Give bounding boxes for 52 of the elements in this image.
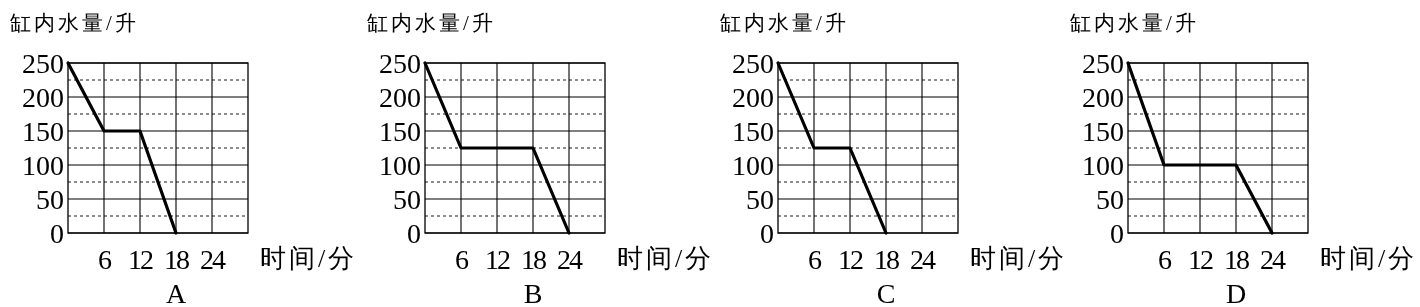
x-tick-label: 12 bbox=[838, 244, 863, 275]
y-tick-label: 150 bbox=[22, 116, 64, 147]
y-tick-label: 200 bbox=[732, 82, 774, 113]
y-tick-label: 0 bbox=[407, 218, 421, 249]
y-tick-label: 0 bbox=[1110, 218, 1124, 249]
y-tick-label: 250 bbox=[22, 48, 64, 79]
y-tick-label: 50 bbox=[36, 184, 64, 215]
y-tick-label: 150 bbox=[1082, 116, 1124, 147]
y-tick-label: 50 bbox=[1096, 184, 1124, 215]
y-tick-label: 250 bbox=[379, 48, 421, 79]
x-tick-label: 18 bbox=[1224, 244, 1249, 275]
x-tick-label: 24 bbox=[1260, 244, 1286, 275]
x-axis-title: 时间/分 bbox=[1320, 244, 1418, 273]
y-tick-label: 100 bbox=[1082, 150, 1124, 181]
y-tick-label: 250 bbox=[732, 48, 774, 79]
x-tick-label: 6 bbox=[455, 244, 469, 275]
y-tick-label: 0 bbox=[760, 218, 774, 249]
text: B bbox=[523, 278, 543, 307]
y-axis-title: 缸内水量/升 bbox=[1070, 11, 1199, 35]
x-tick-label: 12 bbox=[485, 244, 510, 275]
x-axis-title: 时间/分 bbox=[260, 244, 358, 273]
y-tick-label: 250 bbox=[1082, 48, 1124, 79]
text: A bbox=[165, 278, 187, 307]
y-axis-title: 缸内水量/升 bbox=[720, 11, 849, 35]
y-tick-label: 200 bbox=[379, 82, 421, 113]
y-axis-title: 缸内水量/升 bbox=[10, 11, 139, 35]
y-tick-label: 150 bbox=[732, 116, 774, 147]
y-tick-label: 150 bbox=[379, 116, 421, 147]
x-axis-title: 时间/分 bbox=[617, 244, 715, 273]
x-axis-title: 时间/分 bbox=[970, 244, 1068, 273]
x-tick-label: 18 bbox=[874, 244, 899, 275]
y-tick-label: 200 bbox=[1082, 82, 1124, 113]
x-tick-label: 24 bbox=[200, 244, 226, 275]
x-tick-label: 6 bbox=[808, 244, 822, 275]
text: D bbox=[1225, 278, 1247, 307]
text: C bbox=[876, 278, 896, 307]
y-tick-label: 200 bbox=[22, 82, 64, 113]
y-tick-label: 0 bbox=[50, 218, 64, 249]
y-tick-label: 100 bbox=[22, 150, 64, 181]
x-tick-label: 18 bbox=[521, 244, 546, 275]
y-tick-label: 100 bbox=[379, 150, 421, 181]
x-tick-label: 18 bbox=[164, 244, 189, 275]
y-axis-title: 缸内水量/升 bbox=[367, 11, 496, 35]
y-tick-label: 50 bbox=[746, 184, 774, 215]
y-tick-label: 50 bbox=[393, 184, 421, 215]
x-tick-label: 24 bbox=[910, 244, 936, 275]
x-tick-label: 6 bbox=[1158, 244, 1172, 275]
x-tick-label: 12 bbox=[1188, 244, 1213, 275]
x-tick-label: 12 bbox=[128, 244, 153, 275]
x-tick-label: 6 bbox=[98, 244, 112, 275]
x-tick-label: 24 bbox=[557, 244, 583, 275]
y-tick-label: 100 bbox=[732, 150, 774, 181]
